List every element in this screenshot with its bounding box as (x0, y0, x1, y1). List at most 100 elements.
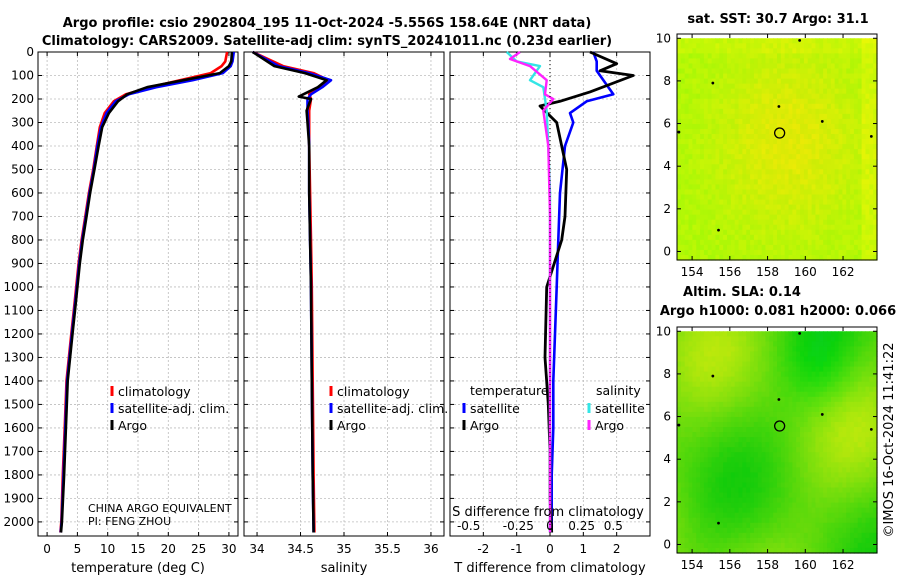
map-cell (688, 73, 693, 80)
y-tick-label: 1700 (3, 444, 34, 458)
map-cell (780, 492, 786, 499)
map-cell (757, 391, 763, 398)
map-cell (853, 189, 859, 196)
s-axis-label: S difference from climatology (452, 505, 644, 520)
map-cell (696, 512, 701, 519)
map-cell (723, 179, 728, 186)
map-cell (780, 199, 786, 206)
map-cell (850, 366, 855, 373)
map-cell (692, 396, 697, 403)
map-cell (677, 179, 682, 186)
map-cell (819, 467, 824, 473)
map-cell (815, 88, 820, 95)
map-cell (711, 68, 717, 75)
map-cell (780, 396, 786, 403)
map-cell (727, 169, 732, 175)
map-cell (777, 386, 782, 393)
map-cell (807, 113, 813, 120)
map-cell (815, 522, 820, 529)
map-cell (723, 174, 728, 180)
map-cell (757, 427, 763, 433)
map-cell (719, 462, 724, 468)
map-cell (773, 457, 778, 463)
map-cell (807, 502, 813, 509)
map-cell (796, 341, 801, 347)
map-cell (688, 134, 693, 140)
map-cell (788, 502, 793, 509)
map-cell (842, 244, 847, 251)
map-cell (796, 118, 801, 125)
map-cell (800, 442, 805, 448)
map-cell (853, 174, 859, 180)
map-cell (815, 371, 820, 378)
map-cell (800, 386, 805, 393)
map-cell (815, 336, 820, 342)
map-cell (746, 442, 751, 448)
map-cell (719, 386, 724, 393)
map-cell (715, 174, 720, 180)
map-cell (707, 43, 713, 49)
map-cell (677, 547, 682, 554)
map-cell (746, 249, 751, 256)
map-cell (773, 184, 778, 191)
map-cell (807, 522, 813, 529)
map-cell (680, 204, 686, 211)
y-tick-label: 900 (11, 256, 34, 270)
map-cell (788, 386, 793, 393)
map-cell (753, 371, 759, 378)
map-cell (784, 93, 790, 100)
map-cell (846, 219, 851, 226)
map-cell (842, 103, 847, 110)
map-cell (827, 103, 832, 110)
map-cell (773, 209, 778, 216)
island-dot (677, 130, 681, 134)
map-cell (750, 63, 755, 70)
map-cell (703, 139, 709, 145)
map-cell (719, 492, 724, 499)
map-cell (869, 204, 874, 211)
map-cell (730, 437, 736, 443)
map-cell (873, 179, 878, 186)
map-cell (723, 63, 728, 70)
map-cell (719, 487, 724, 494)
map-cell (696, 472, 701, 479)
map-cell (803, 547, 809, 554)
map-cell (750, 472, 755, 479)
map-cell (823, 98, 828, 105)
map-cell (707, 396, 713, 403)
map-cell (738, 452, 743, 458)
map-cell (853, 254, 859, 261)
map-cell (850, 249, 855, 256)
map-cell (869, 547, 874, 554)
map-cell (750, 83, 755, 90)
map-cell (700, 199, 705, 206)
map-cell (823, 83, 828, 90)
map-cell (700, 517, 705, 524)
map-cell (803, 194, 809, 201)
map-cell (842, 98, 847, 105)
map-cell (723, 209, 728, 216)
map-cell (753, 144, 759, 150)
map-cell (734, 381, 740, 388)
map-cell (830, 371, 836, 378)
map-cell (727, 249, 732, 256)
map-cell (811, 346, 817, 353)
map-cell (838, 502, 843, 509)
legend-label: satellite (595, 401, 645, 416)
map-cell (834, 366, 840, 373)
map-cell (834, 224, 840, 231)
map-cell (803, 467, 809, 473)
map-cell (873, 204, 878, 211)
map-cell (780, 447, 786, 453)
map-cell (830, 351, 836, 358)
map-cell (688, 249, 693, 256)
map-cell (807, 527, 813, 534)
map-cell (857, 492, 863, 499)
map-cell (773, 467, 778, 473)
map-cell (750, 361, 755, 368)
map-cell (792, 411, 797, 418)
map-cell (865, 73, 870, 80)
map-cell (807, 447, 813, 453)
map-cell (815, 532, 820, 539)
map-cell (700, 527, 705, 534)
